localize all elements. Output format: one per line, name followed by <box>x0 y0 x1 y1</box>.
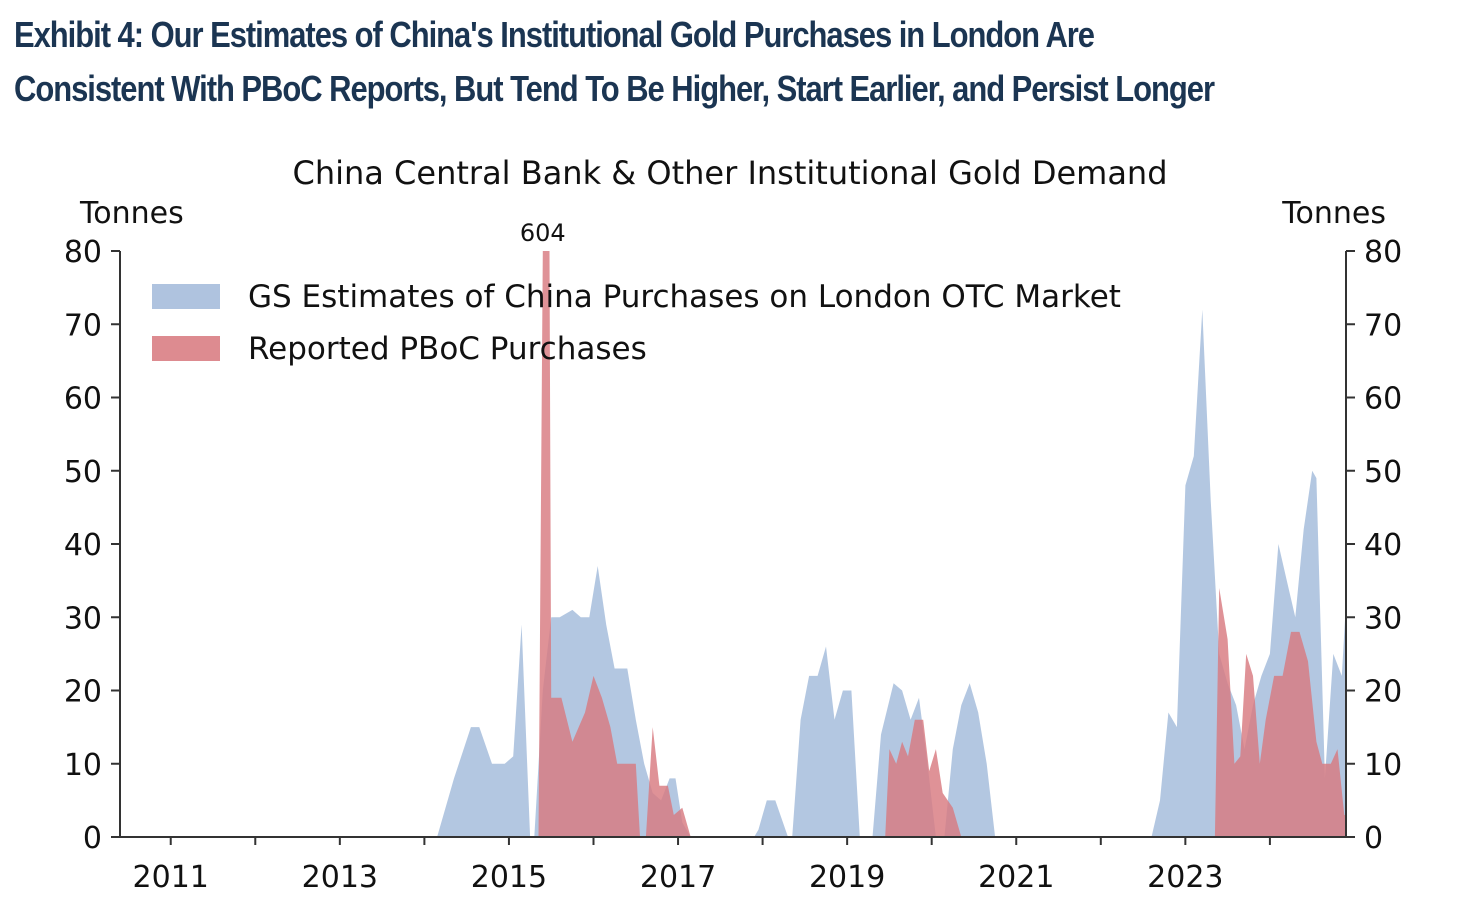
y-right-tick-label: 0 <box>1364 821 1383 856</box>
x-tick-label: 2023 <box>1147 860 1223 895</box>
y-right-tick-label: 10 <box>1364 748 1402 783</box>
y-left-tick-label: 10 <box>64 748 102 783</box>
exhibit-title: Exhibit 4: Our Estimates of China's Inst… <box>14 8 1252 116</box>
x-tick-label: 2011 <box>133 860 209 895</box>
annotations: 604 <box>520 219 566 247</box>
y-left-tick-label: 80 <box>64 235 102 270</box>
y-right-tick-label: 30 <box>1364 601 1402 636</box>
x-tick-label: 2017 <box>640 860 716 895</box>
y-left-tick-label: 50 <box>64 455 102 490</box>
annotation-label: 604 <box>520 219 566 247</box>
legend-label-pboc: Reported PBoC Purchases <box>248 331 647 367</box>
plot-areas <box>437 251 1346 837</box>
chart-title: China Central Bank & Other Institutional… <box>292 154 1167 192</box>
x-tick-label: 2019 <box>809 860 885 895</box>
y-right-tick-label: 20 <box>1364 675 1402 710</box>
y-left-tick-label: 70 <box>64 308 102 343</box>
left-axis-unit-label: Tonnes <box>79 196 184 231</box>
y-left-tick-label: 60 <box>64 382 102 417</box>
y-left-tick-label: 30 <box>64 601 102 636</box>
series-area-pboc <box>538 251 1346 837</box>
exhibit-title-line-2: Consistent With PBoC Reports, But Tend T… <box>14 68 1215 109</box>
y-right-tick-label: 70 <box>1364 308 1402 343</box>
y-left-tick-label: 40 <box>64 528 102 563</box>
legend-swatch-pboc <box>152 336 220 361</box>
x-tick-label: 2021 <box>978 860 1054 895</box>
legend-label-gs: GS Estimates of China Purchases on Londo… <box>248 279 1121 315</box>
x-tick-label: 2013 <box>302 860 378 895</box>
y-right-tick-label: 60 <box>1364 382 1402 417</box>
right-axis-unit-label: Tonnes <box>1281 196 1386 231</box>
legend-swatch-gs <box>152 284 220 309</box>
exhibit-title-line-1: Exhibit 4: Our Estimates of China's Inst… <box>14 14 1095 55</box>
x-tick-label: 2015 <box>471 860 547 895</box>
legend: GS Estimates of China Purchases on Londo… <box>152 279 1121 367</box>
y-left-tick-label: 20 <box>64 675 102 710</box>
y-right-tick-label: 80 <box>1364 235 1402 270</box>
y-left-tick-label: 0 <box>83 821 102 856</box>
axes: 0 0 10 10 20 20 30 30 40 40 50 50 60 60 70 70 80 80 2011 20… <box>64 235 1402 895</box>
y-right-tick-label: 50 <box>1364 455 1402 490</box>
y-right-tick-label: 40 <box>1364 528 1402 563</box>
